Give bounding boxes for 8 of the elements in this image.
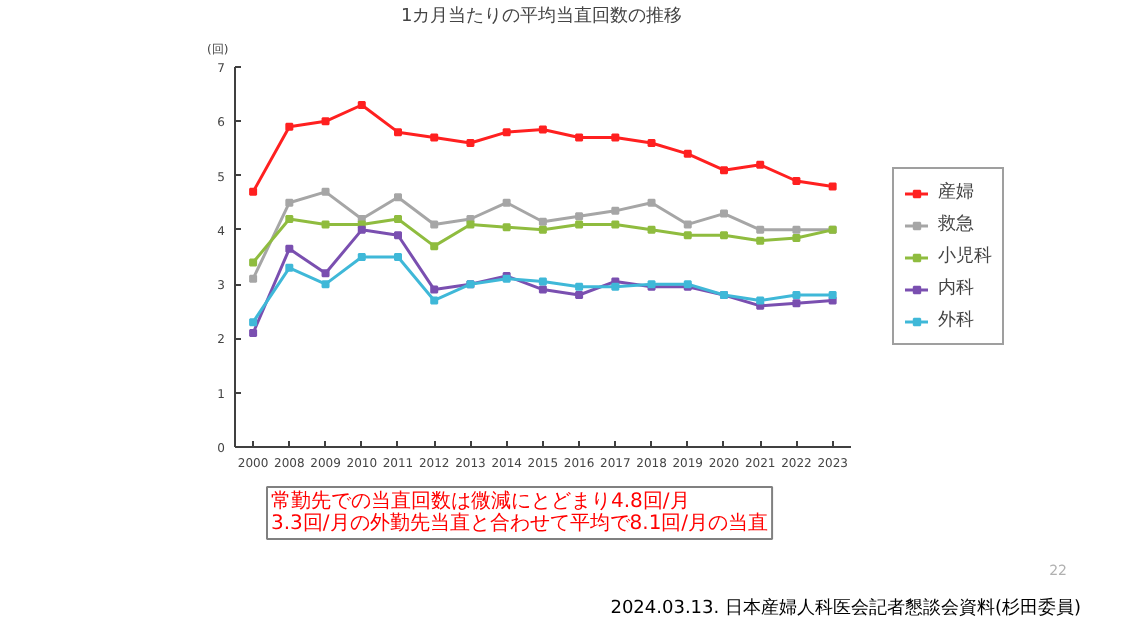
legend-label: 小児科	[938, 244, 992, 269]
legend-label: 外科	[938, 308, 976, 333]
text: 常勤先での当直回数は微減にとどまり4.8回/月 3.3回/月の外勤先当直と合わせて平均で8.1回/月の当直	[271, 489, 769, 535]
text: 2024.03.13. 日本産婦人科医会記者懇談会資料(杉田委員)	[610, 597, 1082, 619]
legend-label: 産婦	[938, 180, 976, 205]
chart-title: 1カ月当たりの平均当直回数の推移	[401, 5, 683, 27]
legend-label: 内科	[938, 276, 976, 301]
legend-label: 救急	[938, 212, 976, 237]
